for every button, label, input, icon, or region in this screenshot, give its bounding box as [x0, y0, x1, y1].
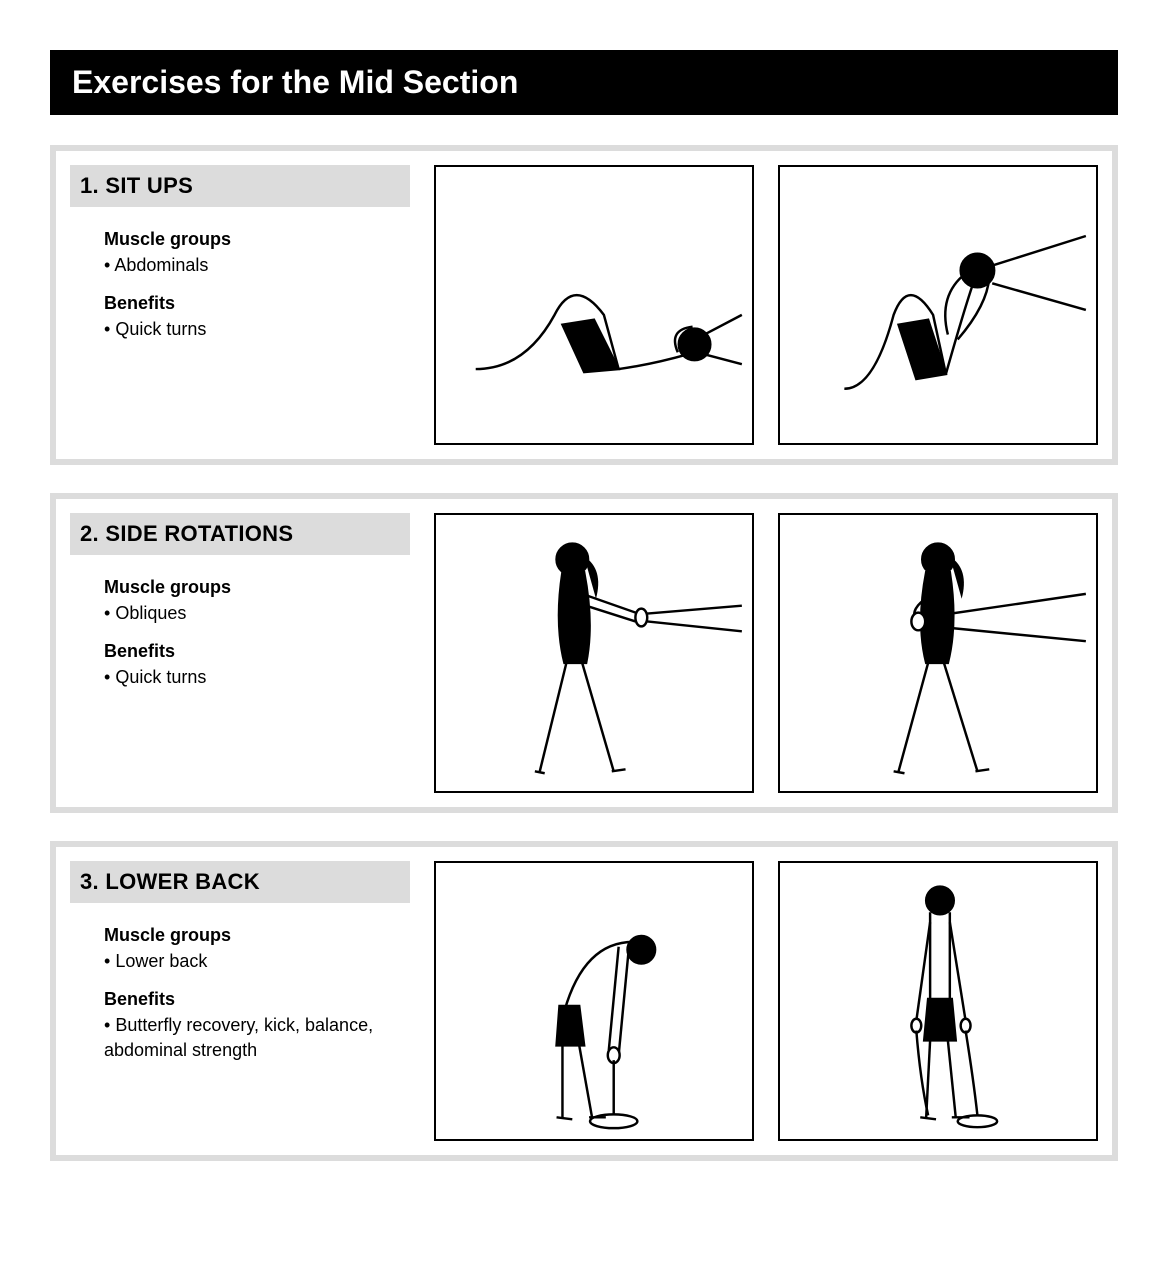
muscle-groups-label: Muscle groups: [104, 229, 410, 250]
illustration-box-2: [778, 513, 1098, 793]
exercise-name: LOWER BACK: [105, 869, 260, 894]
exercise-title: 3. LOWER BACK: [70, 861, 410, 903]
muscle-groups-value: • Lower back: [104, 949, 410, 973]
info-column: 2. SIDE ROTATIONS Muscle groups • Obliqu…: [70, 513, 410, 793]
exercise-title: 2. SIDE ROTATIONS: [70, 513, 410, 555]
exercise-name: SIDE ROTATIONS: [105, 521, 293, 546]
muscle-groups-value: • Abdominals: [104, 253, 410, 277]
illustration-box-2: [778, 861, 1098, 1141]
exercise-number: 3.: [80, 869, 99, 894]
illustration-box-1: [434, 861, 754, 1141]
exercise-number: 2.: [80, 521, 99, 546]
benefits-label: Benefits: [104, 989, 410, 1010]
benefits-value: • Butterfly recovery, kick, balance, abd…: [104, 1013, 410, 1062]
exercise-name: SIT UPS: [105, 173, 193, 198]
benefits-label: Benefits: [104, 641, 410, 662]
bullet: •: [104, 1015, 115, 1035]
muscle-groups-text: Lower back: [115, 951, 207, 971]
benefits-label: Benefits: [104, 293, 410, 314]
situp-start-icon: [436, 167, 752, 443]
situp-up-icon: [780, 167, 1096, 443]
exercise-row: 2. SIDE ROTATIONS Muscle groups • Obliqu…: [50, 493, 1118, 813]
detail-block: Muscle groups • Obliques Benefits • Quic…: [70, 577, 410, 690]
rotation-end-icon: [780, 515, 1096, 791]
illustration-box-1: [434, 513, 754, 793]
illustration-box-2: [778, 165, 1098, 445]
rotation-start-icon: [436, 515, 752, 791]
detail-block: Muscle groups • Abdominals Benefits • Qu…: [70, 229, 410, 342]
info-column: 1. SIT UPS Muscle groups • Abdominals Be…: [70, 165, 410, 445]
exercise-title: 1. SIT UPS: [70, 165, 410, 207]
muscle-groups-label: Muscle groups: [104, 925, 410, 946]
benefits-text: Quick turns: [115, 667, 206, 687]
info-column: 3. LOWER BACK Muscle groups • Lower back…: [70, 861, 410, 1141]
exercise-row: 1. SIT UPS Muscle groups • Abdominals Be…: [50, 145, 1118, 465]
muscle-groups-label: Muscle groups: [104, 577, 410, 598]
exercise-row: 3. LOWER BACK Muscle groups • Lower back…: [50, 841, 1118, 1161]
page-title: Exercises for the Mid Section: [50, 50, 1118, 115]
muscle-groups-text: Abdominals: [114, 255, 208, 275]
benefits-value: • Quick turns: [104, 317, 410, 341]
bullet: •: [104, 603, 115, 623]
illustration-box-1: [434, 165, 754, 445]
bullet: •: [104, 951, 115, 971]
exercise-number: 1.: [80, 173, 99, 198]
benefits-text: Quick turns: [115, 319, 206, 339]
benefits-text: Butterfly recovery, kick, balance, abdom…: [104, 1015, 373, 1059]
muscle-groups-text: Obliques: [115, 603, 186, 623]
benefits-value: • Quick turns: [104, 665, 410, 689]
bullet: •: [104, 667, 115, 687]
bullet: •: [104, 319, 115, 339]
detail-block: Muscle groups • Lower back Benefits • Bu…: [70, 925, 410, 1062]
lowerback-bent-icon: [436, 863, 752, 1139]
bullet: •: [104, 255, 114, 275]
muscle-groups-value: • Obliques: [104, 601, 410, 625]
lowerback-upright-icon: [780, 863, 1096, 1139]
